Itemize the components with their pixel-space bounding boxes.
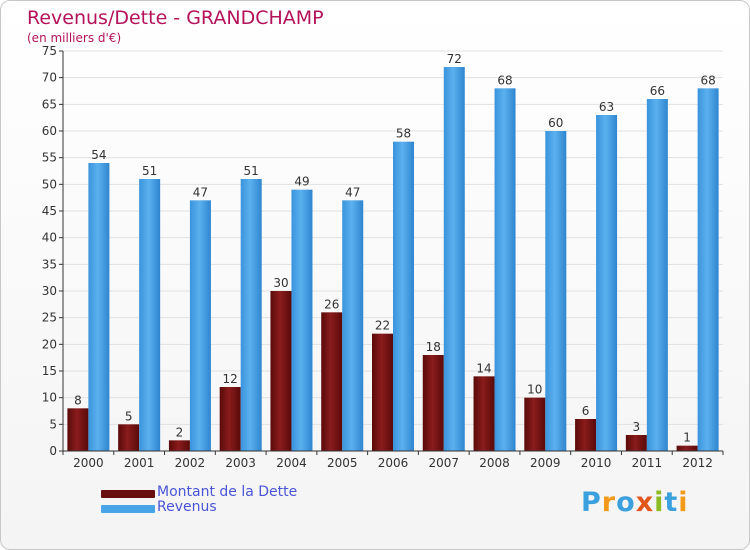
bar-revenue — [88, 163, 110, 451]
y-tick-label: 25 — [42, 311, 57, 325]
x-tick-label: 2006 — [378, 456, 409, 470]
y-tick-label: 75 — [42, 44, 57, 58]
data-label-revenue: 47 — [345, 185, 360, 199]
bar-revenue — [240, 179, 262, 451]
logo-letter: r — [601, 487, 617, 518]
x-tick-label: 2010 — [581, 456, 612, 470]
bar-debt — [524, 397, 546, 451]
bar-revenue — [291, 189, 313, 451]
x-tick-label: 2000 — [73, 456, 104, 470]
legend-swatch-debt — [101, 490, 155, 498]
bar-debt — [219, 387, 241, 451]
y-tick-label: 10 — [42, 391, 57, 405]
y-tick-label: 40 — [42, 231, 57, 245]
data-label-revenue: 68 — [497, 73, 512, 87]
x-tick-label: 2009 — [530, 456, 561, 470]
data-label-debt: 30 — [273, 276, 288, 290]
x-tick-label: 2001 — [124, 456, 155, 470]
logo-letter: i — [654, 487, 665, 518]
logo-letter: i — [678, 487, 689, 518]
bar-revenue — [139, 179, 161, 451]
y-tick-label: 60 — [42, 124, 57, 138]
bar-debt — [67, 408, 89, 451]
bar-debt — [575, 419, 597, 451]
data-label-revenue: 72 — [447, 52, 462, 66]
bar-debt — [168, 440, 190, 451]
data-label-debt: 14 — [476, 361, 491, 375]
bar-revenue — [646, 99, 668, 451]
x-tick-label: 2002 — [175, 456, 206, 470]
bar-debt — [625, 435, 647, 451]
legend-label-revenue: Revenus — [157, 499, 217, 515]
data-label-revenue: 66 — [650, 84, 665, 98]
data-label-debt: 10 — [527, 383, 542, 397]
logo-letter: x — [635, 487, 655, 518]
data-label-revenue: 49 — [294, 175, 309, 189]
data-label-debt: 18 — [426, 340, 441, 354]
bar-debt — [676, 445, 698, 451]
logo-letter: o — [616, 487, 636, 518]
data-label-revenue: 54 — [91, 148, 106, 162]
bar-revenue — [443, 67, 465, 451]
x-tick-label: 2005 — [327, 456, 358, 470]
data-label-debt: 2 — [176, 425, 184, 439]
data-label-debt: 8 — [74, 393, 82, 407]
bar-debt — [270, 291, 292, 451]
bar-revenue — [596, 115, 618, 451]
x-tick-label: 2007 — [428, 456, 459, 470]
data-label-debt: 5 — [125, 409, 133, 423]
y-tick-label: 70 — [42, 71, 57, 85]
y-tick-label: 20 — [42, 337, 57, 351]
x-tick-label: 2003 — [225, 456, 256, 470]
proxiti-logo: Proxiti — [581, 487, 689, 518]
logo-letter: t — [664, 487, 679, 518]
logo-letter: P — [581, 487, 602, 518]
bar-debt — [422, 355, 444, 451]
data-label-revenue: 63 — [599, 100, 614, 114]
x-tick-label: 2012 — [682, 456, 713, 470]
bar-revenue — [393, 141, 414, 451]
bar-revenue — [545, 131, 567, 451]
legend-swatch-revenue — [101, 505, 155, 513]
data-label-revenue: 51 — [244, 164, 259, 178]
y-tick-label: 30 — [42, 284, 57, 298]
data-label-revenue: 47 — [193, 185, 208, 199]
bar-revenue — [342, 200, 364, 451]
y-tick-label: 15 — [42, 364, 57, 378]
bar-debt — [118, 424, 140, 451]
y-tick-label: 45 — [42, 204, 57, 218]
data-label-debt: 12 — [223, 372, 238, 386]
x-tick-label: 2004 — [276, 456, 307, 470]
data-label-debt: 26 — [324, 297, 339, 311]
data-label-debt: 22 — [375, 319, 390, 333]
bar-debt — [473, 376, 495, 451]
data-label-revenue: 51 — [142, 164, 157, 178]
bar-revenue — [189, 200, 211, 451]
x-tick-label: 2011 — [632, 456, 663, 470]
bar-debt — [321, 312, 343, 451]
data-label-debt: 1 — [683, 431, 691, 445]
data-label-revenue: 68 — [700, 73, 715, 87]
y-tick-label: 55 — [42, 151, 57, 165]
y-tick-label: 0 — [49, 444, 57, 458]
data-label-debt: 6 — [582, 404, 590, 418]
bar-revenue — [494, 88, 516, 451]
bar-revenue — [697, 88, 719, 451]
y-tick-label: 35 — [42, 257, 57, 271]
data-label-debt: 3 — [633, 420, 641, 434]
legend-label-debt: Montant de la Dette — [157, 484, 298, 500]
chart-title: Revenus/Dette - GRANDCHAMP — [27, 7, 324, 29]
bar-debt — [372, 333, 393, 451]
x-tick-label: 2008 — [479, 456, 510, 470]
y-tick-label: 65 — [42, 97, 57, 111]
data-label-revenue: 60 — [548, 116, 563, 130]
y-tick-label: 50 — [42, 177, 57, 191]
data-label-revenue: 58 — [396, 127, 411, 141]
chart-subtitle: (en milliers d'€) — [27, 31, 122, 45]
y-tick-label: 5 — [49, 417, 57, 431]
